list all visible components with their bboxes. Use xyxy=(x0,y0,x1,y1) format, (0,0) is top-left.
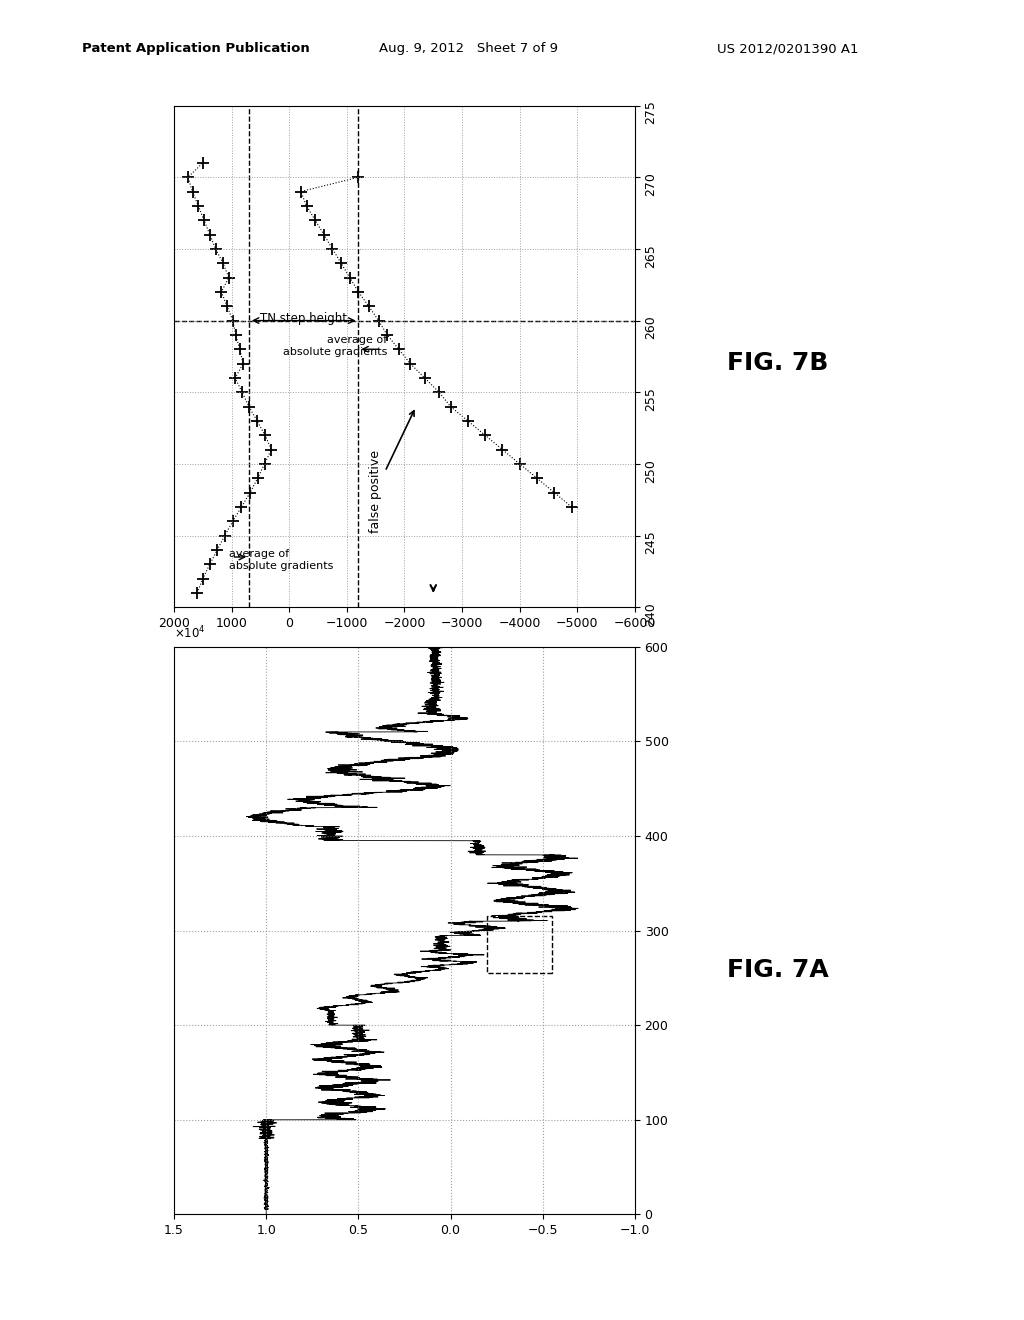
Bar xyxy=(487,916,552,973)
Text: Patent Application Publication: Patent Application Publication xyxy=(82,42,309,55)
Text: TN step height: TN step height xyxy=(260,312,347,325)
Text: FIG. 7A: FIG. 7A xyxy=(727,958,828,982)
Text: average of
absolute gradients: average of absolute gradients xyxy=(283,335,387,358)
Text: US 2012/0201390 A1: US 2012/0201390 A1 xyxy=(717,42,858,55)
Text: average of
absolute gradients: average of absolute gradients xyxy=(228,549,333,572)
Text: false positive: false positive xyxy=(370,411,414,532)
Text: Aug. 9, 2012   Sheet 7 of 9: Aug. 9, 2012 Sheet 7 of 9 xyxy=(379,42,558,55)
Text: $\times 10^4$: $\times 10^4$ xyxy=(174,624,206,642)
Text: FIG. 7B: FIG. 7B xyxy=(727,351,828,375)
